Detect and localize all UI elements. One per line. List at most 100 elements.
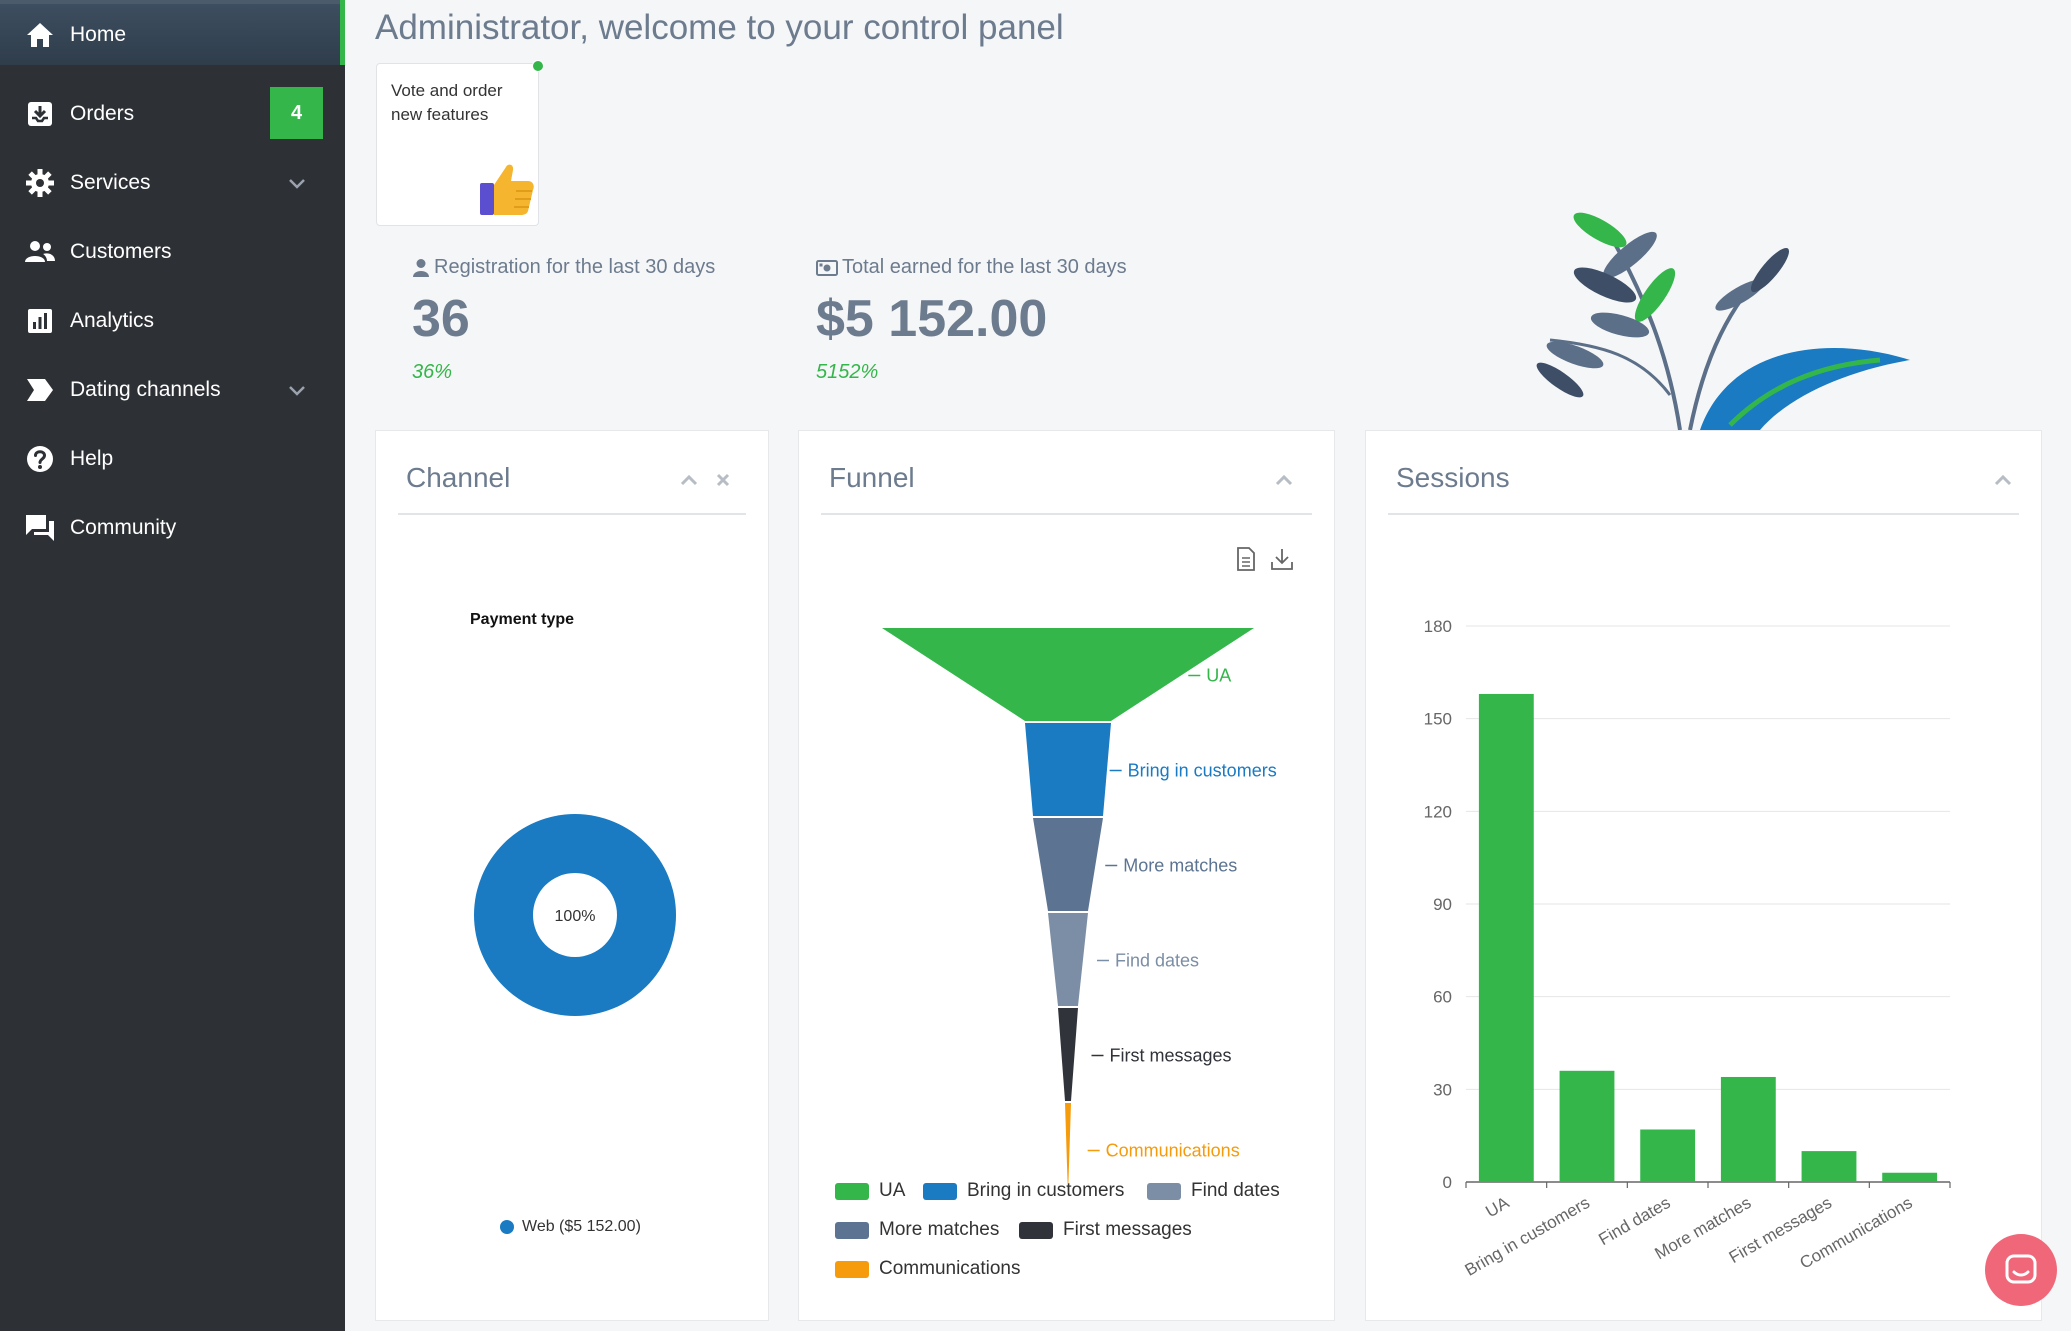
chat-bubbles-icon bbox=[24, 512, 56, 544]
users-icon bbox=[24, 236, 56, 268]
sidebar-item-analytics[interactable]: Analytics bbox=[0, 286, 340, 355]
sidebar-item-community[interactable]: Community bbox=[0, 493, 340, 562]
gear-icon bbox=[24, 167, 56, 199]
registration-stat: Registration for the last 30 days 36 36% bbox=[412, 256, 715, 384]
legend-label: More matches bbox=[879, 1219, 1000, 1240]
legend-swatch bbox=[923, 1182, 957, 1200]
funnel-stage[interactable] bbox=[1058, 1008, 1078, 1101]
active-indicator bbox=[340, 0, 345, 65]
panel-title: Sessions bbox=[1396, 462, 1510, 493]
chevron-up-icon[interactable] bbox=[1273, 469, 1295, 491]
funnel-stage-label: Find dates bbox=[1115, 951, 1199, 971]
sidebar-item-label: Home bbox=[70, 22, 127, 46]
close-icon[interactable] bbox=[712, 469, 734, 491]
funnel-stage-label: Bring in customers bbox=[1128, 761, 1277, 781]
bar[interactable] bbox=[1720, 1076, 1776, 1182]
earned-label: Total earned for the last 30 days bbox=[842, 256, 1127, 278]
panel-divider bbox=[398, 513, 746, 515]
funnel-legend-item[interactable]: UA bbox=[835, 1180, 905, 1202]
funnel-stage[interactable] bbox=[1033, 818, 1103, 911]
bar[interactable] bbox=[1882, 1172, 1938, 1182]
bar[interactable] bbox=[1640, 1129, 1696, 1182]
chevron-up-icon[interactable] bbox=[678, 469, 700, 491]
legend-dot bbox=[500, 1220, 514, 1234]
y-tick-label: 150 bbox=[1424, 710, 1452, 729]
panel-divider bbox=[821, 513, 1312, 515]
y-tick-label: 0 bbox=[1443, 1173, 1452, 1192]
bar[interactable] bbox=[1478, 693, 1534, 1182]
legend-label: UA bbox=[879, 1180, 906, 1201]
online-status-dot bbox=[532, 60, 544, 72]
legend-swatch bbox=[1019, 1221, 1053, 1239]
earned-stat: Total earned for the last 30 days $5 152… bbox=[816, 256, 1127, 384]
panel-title: Funnel bbox=[829, 462, 915, 493]
download-box-icon bbox=[24, 98, 56, 130]
funnel-chart: UA Bring in customers More matches Find dat… bbox=[882, 628, 1277, 1196]
sidebar-item-dating-channels[interactable]: Dating channels bbox=[0, 355, 340, 424]
registration-percent: 36% bbox=[412, 361, 453, 383]
earned-percent: 5152% bbox=[816, 361, 879, 383]
user-icon bbox=[413, 258, 429, 277]
funnel-stage-label: UA bbox=[1206, 666, 1231, 686]
sidebar-item-label: Dating channels bbox=[70, 377, 221, 401]
funnel-stage[interactable] bbox=[882, 628, 1254, 721]
y-tick-label: 180 bbox=[1424, 617, 1452, 636]
funnel-stage-label: More matches bbox=[1123, 856, 1237, 876]
funnel-legend-item[interactable]: Communications bbox=[835, 1258, 1021, 1280]
bar[interactable] bbox=[1801, 1151, 1857, 1182]
plant-illustration bbox=[1536, 212, 1910, 430]
sidebar-item-home[interactable]: Home bbox=[0, 0, 340, 65]
legend-swatch bbox=[835, 1182, 869, 1200]
sidebar-item-label: Services bbox=[70, 170, 151, 194]
pie-slice-label: 100% bbox=[555, 908, 596, 925]
legend-label: First messages bbox=[1063, 1219, 1192, 1240]
funnel-stage[interactable] bbox=[1025, 723, 1111, 816]
thumbs-up-icon bbox=[480, 164, 534, 215]
orders-count-badge: 4 bbox=[270, 87, 323, 139]
sidebar-item-label: Analytics bbox=[70, 308, 155, 332]
x-tick-label: Bring in customers bbox=[1462, 1193, 1593, 1280]
pie-legend-item[interactable]: Web ($5 152.00) bbox=[500, 1218, 641, 1236]
funnel-legend-item[interactable]: First messages bbox=[1019, 1219, 1192, 1241]
x-tick-label: UA bbox=[1482, 1193, 1513, 1222]
sidebar-item-help[interactable]: Help bbox=[0, 424, 340, 493]
download-icon[interactable] bbox=[1269, 546, 1295, 572]
legend-swatch bbox=[835, 1221, 869, 1239]
funnel-legend-item[interactable]: More matches bbox=[835, 1219, 999, 1241]
panel-divider bbox=[1388, 513, 2019, 515]
sidebar-item-customers[interactable]: Customers bbox=[0, 217, 340, 286]
funnel-legend-item[interactable]: Bring in customers bbox=[923, 1180, 1124, 1202]
legend-label: Find dates bbox=[1191, 1180, 1280, 1201]
channel-panel: Channel Payment type 100% Web ($5 152.00… bbox=[375, 430, 769, 1321]
panel-title: Channel bbox=[406, 462, 511, 493]
registration-label: Registration for the last 30 days bbox=[434, 256, 716, 278]
funnel-stage-label: Communications bbox=[1106, 1141, 1240, 1161]
money-icon bbox=[816, 259, 838, 276]
y-tick-label: 90 bbox=[1433, 895, 1452, 914]
sessions-panel: Sessions 0 30 60 90 120 150 180 UA Bring in cust… bbox=[1365, 430, 2042, 1321]
chart-title: Payment type bbox=[470, 611, 575, 628]
sidebar-item-label: Customers bbox=[70, 239, 172, 263]
chevron-down-icon[interactable] bbox=[286, 172, 308, 194]
sidebar-item-label: Community bbox=[70, 515, 177, 539]
bar[interactable] bbox=[1559, 1070, 1615, 1182]
chevron-down-icon[interactable] bbox=[286, 379, 308, 401]
legend-swatch bbox=[835, 1260, 869, 1278]
registration-value: 36 bbox=[412, 290, 470, 348]
tag-arrow-icon bbox=[24, 374, 56, 406]
chat-support-button[interactable] bbox=[1985, 1234, 2057, 1306]
funnel-stage[interactable] bbox=[1065, 1103, 1071, 1196]
legend-label: Communications bbox=[879, 1258, 1021, 1279]
vote-features-card[interactable]: Vote and order new features bbox=[376, 60, 544, 226]
funnel-legend-item[interactable]: Find dates bbox=[1147, 1180, 1280, 1202]
sidebar-item-services[interactable]: Services bbox=[0, 148, 340, 217]
document-icon[interactable] bbox=[1235, 546, 1257, 572]
y-tick-label: 30 bbox=[1433, 1080, 1452, 1099]
chevron-up-icon[interactable] bbox=[1992, 469, 2014, 491]
page-title: Administrator, welcome to your control p… bbox=[375, 8, 1064, 47]
funnel-stage[interactable] bbox=[1048, 913, 1088, 1006]
sidebar-item-orders[interactable]: Orders 4 bbox=[0, 79, 340, 148]
y-tick-label: 60 bbox=[1433, 988, 1452, 1007]
y-tick-label: 120 bbox=[1424, 802, 1452, 821]
